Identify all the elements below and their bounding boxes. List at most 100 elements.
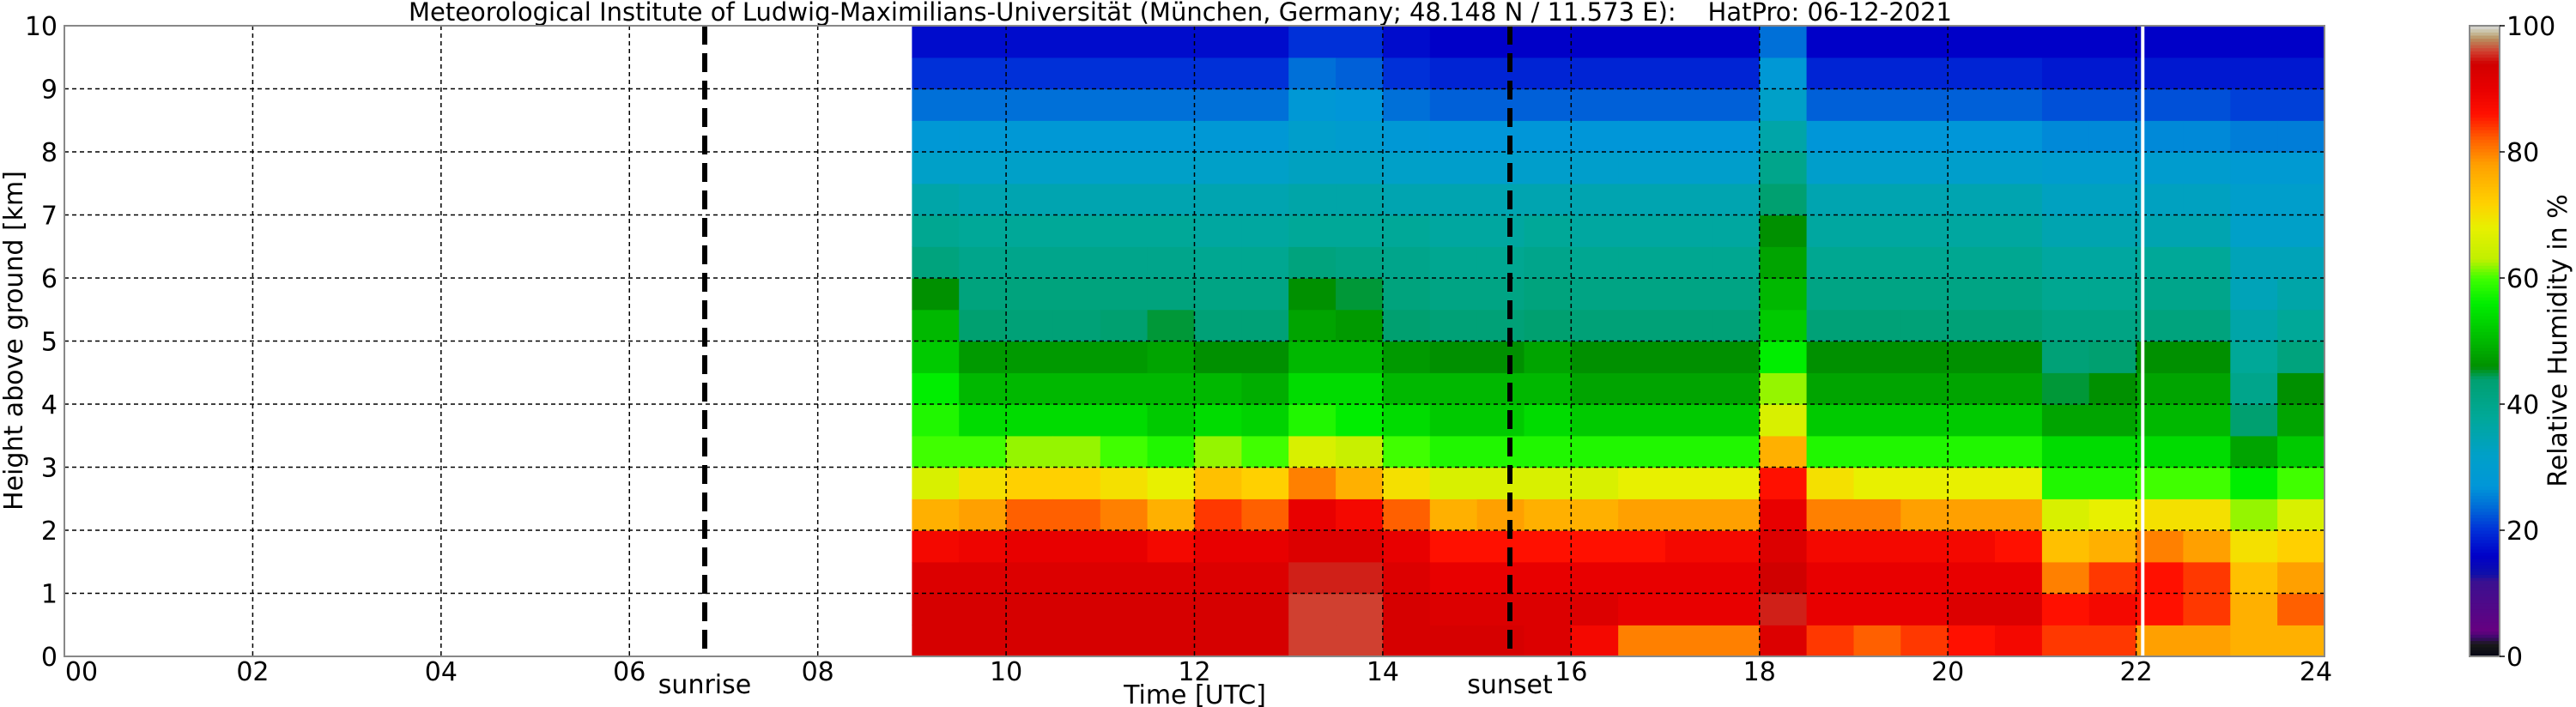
- colorbar-swatch: [2470, 432, 2500, 437]
- event-markers: sunrise sunset: [658, 26, 2145, 700]
- colorbar-swatch: [2470, 523, 2500, 528]
- heatmap-cell: [1382, 341, 1431, 373]
- heatmap-cell: [1147, 341, 1196, 373]
- colorbar-swatch: [2470, 167, 2500, 172]
- heatmap-cell: [1524, 467, 1572, 499]
- heatmap-cell: [1194, 404, 1242, 437]
- heatmap-cell: [1336, 625, 1384, 657]
- colorbar-swatch: [2470, 51, 2500, 55]
- heatmap-cell: [2277, 246, 2325, 279]
- heatmap-cell: [1618, 499, 1666, 531]
- colorbar-swatch: [2470, 608, 2500, 613]
- heatmap-cell: [1336, 561, 1384, 595]
- heatmap-cell: [1900, 435, 1949, 468]
- heatmap-cell: [1853, 593, 1901, 625]
- heatmap-cell: [1948, 499, 1996, 531]
- heatmap-cell: [1147, 309, 1196, 342]
- heatmap-cell: [1900, 26, 1949, 58]
- heatmap-cell: [2230, 404, 2278, 437]
- heatmap-cell: [2277, 88, 2325, 121]
- heatmap-cell: [1147, 561, 1196, 595]
- heatmap-cell: [1759, 499, 1808, 531]
- heatmap-cell: [1665, 499, 1713, 531]
- heatmap-cell: [1100, 246, 1149, 279]
- heatmap-cell: [2277, 593, 2325, 625]
- heatmap-cell: [1900, 530, 1949, 563]
- heatmap-cell: [1100, 26, 1149, 58]
- colorbar-swatch: [2470, 186, 2500, 190]
- heatmap-cell: [1147, 278, 1196, 311]
- heatmap-cell: [1429, 341, 1478, 373]
- heatmap-cell: [1524, 593, 1572, 625]
- heatmap-cell: [1665, 309, 1713, 342]
- heatmap-cell: [1241, 561, 1289, 595]
- heatmap-cell: [1995, 152, 2043, 184]
- colorbar-swatch: [2470, 644, 2500, 648]
- heatmap-cell: [1100, 435, 1149, 468]
- heatmap-cell: [1618, 57, 1666, 90]
- heatmap-cell: [1571, 435, 1619, 468]
- heatmap-cell: [1618, 593, 1666, 625]
- colorbar-swatch: [2470, 227, 2500, 232]
- colorbar-swatch: [2470, 574, 2500, 578]
- heatmap-cell: [1241, 88, 1289, 121]
- heatmap-cell: [1241, 499, 1289, 531]
- heatmap-cell: [2041, 215, 2090, 247]
- heatmap-cell: [1806, 341, 1855, 373]
- heatmap-cell: [2041, 593, 2090, 625]
- heatmap-cell: [1806, 593, 1855, 625]
- colorbar-swatch: [2470, 98, 2500, 102]
- heatmap-cell: [1100, 530, 1149, 563]
- heatmap-cell: [1100, 499, 1149, 531]
- heatmap-cell: [2277, 215, 2325, 247]
- heatmap-cell: [1618, 183, 1666, 216]
- heatmap-cell: [1006, 246, 1054, 279]
- heatmap-cell: [1618, 341, 1666, 373]
- heatmap-cell: [2183, 530, 2231, 563]
- colorbar-swatch: [2470, 104, 2500, 109]
- heatmap-cell: [1476, 120, 1525, 153]
- heatmap-cell: [2183, 26, 2231, 58]
- heatmap-cell: [1336, 183, 1384, 216]
- heatmap-cell: [1712, 530, 1761, 563]
- colorbar-swatch: [2470, 258, 2500, 263]
- colorbar-swatch: [2470, 208, 2500, 213]
- heatmap-cell: [1147, 215, 1196, 247]
- heatmap-cell: [2041, 57, 2090, 90]
- heatmap-cell: [1006, 561, 1054, 595]
- colorbar-swatch: [2470, 111, 2500, 115]
- colorbar-tick-label: 60: [2506, 264, 2539, 294]
- colorbar-swatch: [2470, 350, 2500, 354]
- heatmap-cell: [1995, 372, 2043, 405]
- heatmap-cell: [1194, 120, 1242, 153]
- heatmap-cell: [1476, 26, 1525, 58]
- heatmap-cell: [1995, 88, 2043, 121]
- heatmap-cell: [1147, 88, 1196, 121]
- colorbar-swatch: [2470, 618, 2500, 623]
- heatmap-cell: [1712, 341, 1761, 373]
- colorbar-swatch: [2470, 145, 2500, 149]
- sunrise-label: sunrise: [658, 670, 751, 700]
- colorbar-swatch: [2470, 640, 2500, 644]
- heatmap-cell: [1147, 26, 1196, 58]
- heatmap-cell: [1524, 625, 1572, 657]
- heatmap-cell: [1524, 499, 1572, 531]
- heatmap-cell: [1052, 341, 1101, 373]
- heatmap-cell: [1194, 593, 1242, 625]
- heatmap-cell: [1995, 625, 2043, 657]
- heatmap-cell: [1571, 372, 1619, 405]
- heatmap-cell: [1853, 499, 1901, 531]
- heatmap-cell: [1618, 530, 1666, 563]
- heatmap-cell: [912, 467, 960, 499]
- colorbar-swatch: [2470, 423, 2500, 427]
- heatmap-cell: [2088, 215, 2137, 247]
- heatmap-cell: [2183, 625, 2231, 657]
- heatmap-cell: [1100, 341, 1149, 373]
- heatmap-cell: [1995, 120, 2043, 153]
- heatmap-cell: [2230, 341, 2278, 373]
- heatmap-cell: [1147, 530, 1196, 563]
- heatmap-cell: [1194, 561, 1242, 595]
- heatmap-cell: [1759, 467, 1808, 499]
- heatmap-cell: [1853, 215, 1901, 247]
- heatmap-cell: [1995, 57, 2043, 90]
